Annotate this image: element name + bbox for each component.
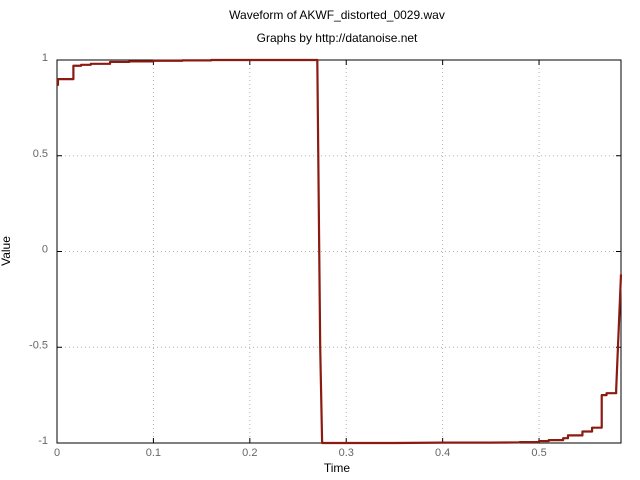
x-tick-label-4: 0.4: [435, 447, 450, 459]
y-tick-label-3: -0.5: [29, 339, 48, 351]
chart-title: Waveform of AKWF_distorted_0029.wav: [229, 8, 445, 22]
y-axis-ticks: 1 0.5 0 -0.5 -1: [29, 52, 621, 447]
waveform-line: [56, 58, 623, 445]
y-tick-label-4: -1: [38, 435, 48, 447]
chart-subtitle: Graphs by http://datanoise.net: [257, 31, 418, 45]
grid-lines: [56, 59, 621, 444]
y-tick-label-1: 0.5: [33, 148, 48, 160]
x-tick-label-1: 0.1: [146, 447, 161, 459]
x-tick-label-0: 0: [54, 447, 60, 459]
x-tick-label-5: 0.5: [531, 447, 546, 459]
y-tick-label-2: 0: [42, 244, 48, 256]
x-axis-label: Time: [324, 461, 351, 475]
x-axis-ticks: 0 0.1 0.2 0.3 0.4 0.5: [54, 60, 547, 459]
x-tick-label-3: 0.3: [339, 447, 354, 459]
y-axis-label: Value: [0, 236, 13, 266]
y-tick-label-0: 1: [42, 52, 48, 64]
x-tick-label-2: 0.2: [242, 447, 257, 459]
